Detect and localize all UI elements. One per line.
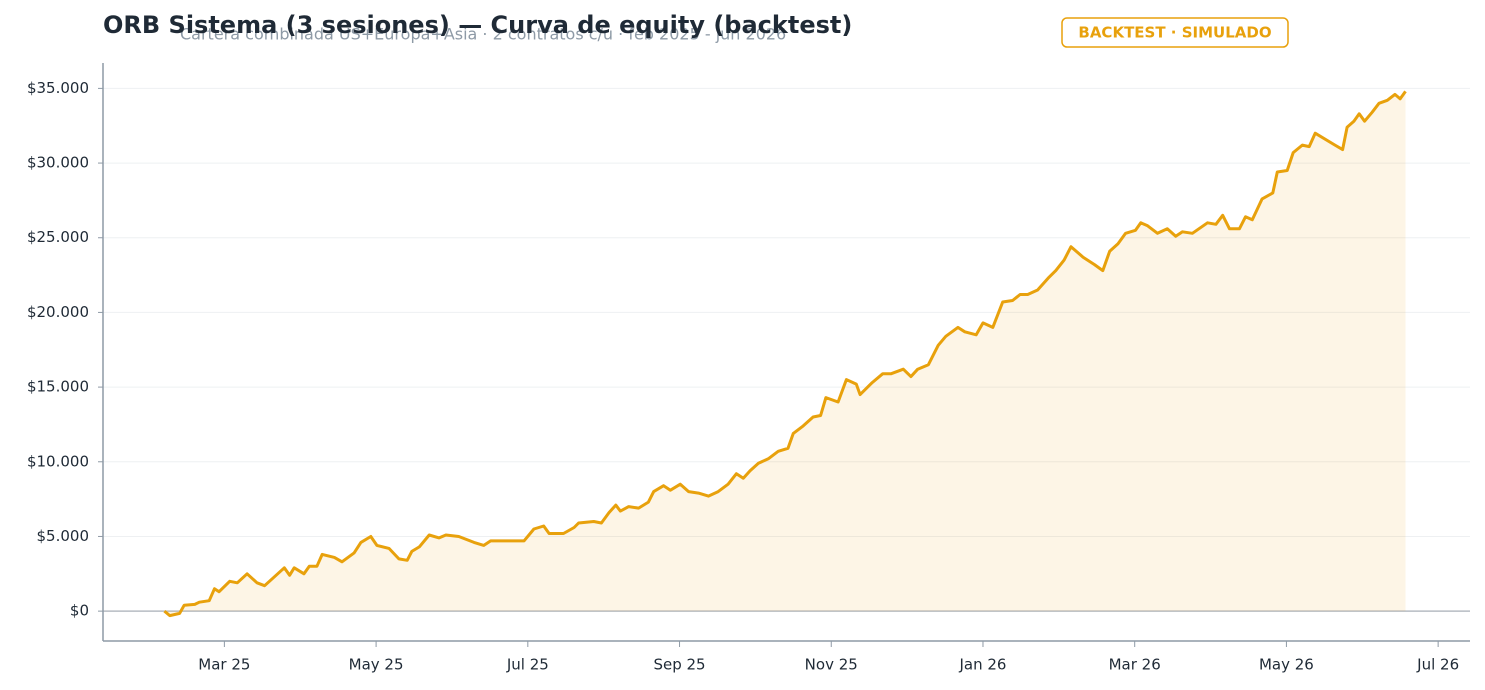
x-tick-label: May 26 [1259, 656, 1314, 674]
x-tick-label: Jan 26 [958, 656, 1006, 674]
badge-box [1061, 17, 1289, 48]
x-tick-label: Jul 26 [1416, 656, 1459, 674]
x-tick-label: May 25 [349, 656, 404, 674]
area [164, 91, 1406, 616]
x-tick-label: Mar 25 [198, 656, 250, 674]
x-tick-label: Sep 25 [653, 656, 705, 674]
chart-subtitle: Cartera combinada US+Europa+Asia · 2 con… [180, 25, 786, 44]
x-tick-label: Nov 25 [805, 656, 858, 674]
y-tick-label: $10.000 [27, 452, 89, 470]
y-tick-label: $0 [70, 602, 89, 620]
y-tick-label: $35.000 [27, 79, 89, 97]
chart-title: ORB Sistema (3 sesiones) — Curva de equi… [103, 11, 852, 39]
y-tick-label: $5.000 [37, 527, 90, 545]
badge: BACKTEST · SIMULADO [1078, 24, 1271, 42]
y-tick-label: $20.000 [27, 303, 89, 321]
x-tick-label: Jul 25 [506, 656, 549, 674]
equity-line [163, 90, 1407, 618]
y-tick-label: $25.000 [27, 228, 89, 246]
y-tick-label: $15.000 [27, 378, 89, 396]
x-tick-label: Mar 26 [1109, 656, 1161, 674]
y-tick-label: $30.000 [27, 154, 89, 172]
